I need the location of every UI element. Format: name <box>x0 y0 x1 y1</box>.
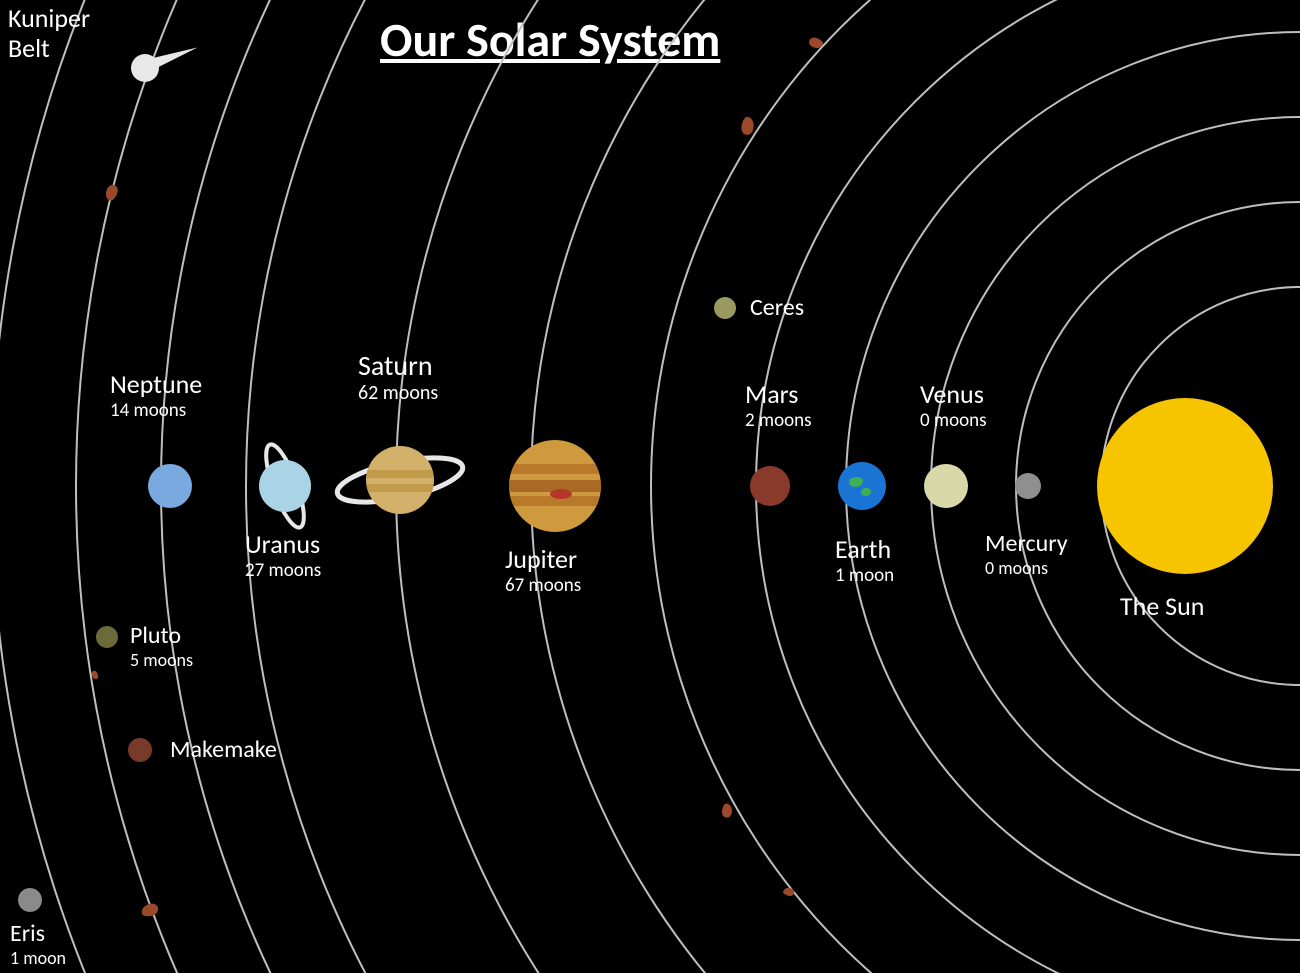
jupiter-label: Jupiter67 moons <box>505 545 581 597</box>
neptune-planet <box>148 464 192 508</box>
venus-label: Venus0 moons <box>920 380 987 432</box>
saturn-planet <box>366 446 434 514</box>
sun-label: The Sun <box>1120 592 1204 622</box>
uranus-label: Uranus27 moons <box>245 530 321 582</box>
makemake-planet <box>128 738 152 762</box>
pluto-name: Pluto <box>130 622 193 650</box>
uranus-planet <box>259 460 311 512</box>
asteroid-icon <box>721 803 732 817</box>
earth-planet <box>838 462 886 510</box>
jupiter-planet <box>509 440 601 532</box>
ceres-planet <box>714 297 736 319</box>
makemake-name: Makemake <box>170 736 277 764</box>
saturn-name: Saturn <box>358 350 438 382</box>
mars-label: Mars2 moons <box>745 380 812 432</box>
kuiper-belt-label: Kuniper Belt <box>8 4 90 64</box>
comet-head-icon <box>131 54 159 82</box>
mars-moons: 2 moons <box>745 410 812 432</box>
earth-moons: 1 moon <box>835 565 894 587</box>
mercury-label: Mercury0 moons <box>985 530 1068 578</box>
mars-planet <box>750 466 790 506</box>
makemake-label: Makemake <box>170 736 277 764</box>
earth-label: Earth1 moon <box>835 535 894 587</box>
jupiter-name: Jupiter <box>505 545 581 575</box>
ceres-label: Ceres <box>750 294 804 322</box>
mercury-name: Mercury <box>985 530 1068 558</box>
eris-moons: 1 moon <box>10 948 66 969</box>
uranus-moons: 27 moons <box>245 560 321 582</box>
pluto-planet <box>96 626 118 648</box>
ceres-name: Ceres <box>750 294 804 322</box>
eris-planet <box>18 888 42 912</box>
neptune-label: Neptune14 moons <box>110 370 202 422</box>
eris-label: Eris1 moon <box>10 920 66 968</box>
pluto-label: Pluto5 moons <box>130 622 193 670</box>
solar-system-diagram: { "canvas": { "width": 1300, "height": 9… <box>0 0 1300 973</box>
jupiter-moons: 67 moons <box>505 575 581 597</box>
venus-name: Venus <box>920 380 987 410</box>
saturn-label: Saturn62 moons <box>358 350 438 405</box>
earth-name: Earth <box>835 535 894 565</box>
saturn-moons: 62 moons <box>358 382 438 405</box>
pluto-moons: 5 moons <box>130 650 193 671</box>
venus-moons: 0 moons <box>920 410 987 432</box>
venus-planet <box>924 464 968 508</box>
uranus-name: Uranus <box>245 530 321 560</box>
mercury-planet <box>1015 473 1041 499</box>
mercury-moons: 0 moons <box>985 558 1068 579</box>
neptune-moons: 14 moons <box>110 400 202 422</box>
eris-name: Eris <box>10 920 66 948</box>
sun <box>1097 398 1273 574</box>
mars-name: Mars <box>745 380 812 410</box>
neptune-name: Neptune <box>110 370 202 400</box>
